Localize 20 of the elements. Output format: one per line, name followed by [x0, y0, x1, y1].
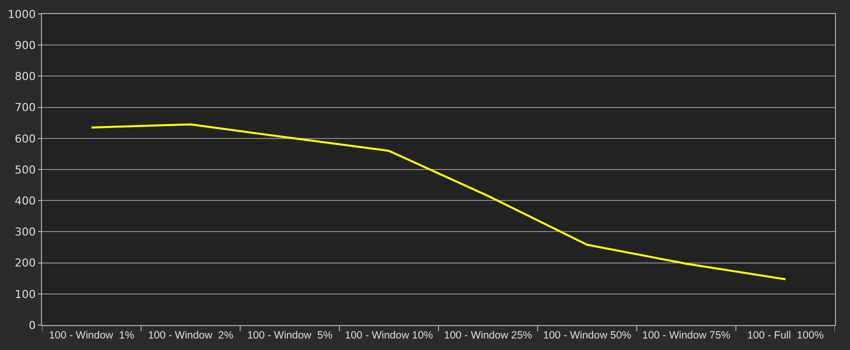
- y-tick-label: 500: [14, 163, 36, 176]
- y-tick-label: 900: [14, 38, 36, 52]
- y-tick-label: 200: [14, 256, 36, 270]
- y-tick-label: 1000: [8, 8, 36, 21]
- y-tick-label: 800: [14, 70, 36, 84]
- x-tick-label: 100 - Window 5%: [247, 330, 332, 342]
- x-tick-label: 100 - Window 50%: [543, 330, 632, 342]
- x-tick-label: 100 - Full 100%: [747, 330, 824, 342]
- x-tick-label: 100 - Window 1%: [48, 330, 134, 342]
- y-tick-label: 300: [14, 226, 36, 239]
- x-tick-label: 100 - Window 25%: [444, 330, 532, 342]
- x-tick-label: 100 - Window 10%: [344, 330, 434, 342]
- y-tick-label: 0: [28, 318, 36, 332]
- x-tick-label: 100 - Window 2%: [148, 330, 234, 342]
- line-series: [90, 123, 786, 280]
- y-tick-label: 400: [14, 194, 36, 208]
- y-tick-label: 100: [14, 288, 36, 301]
- y-tick-label: 600: [14, 132, 36, 146]
- x-tick-label: 100 - Window 75%: [642, 330, 730, 342]
- y-tick-label: 700: [14, 101, 36, 114]
